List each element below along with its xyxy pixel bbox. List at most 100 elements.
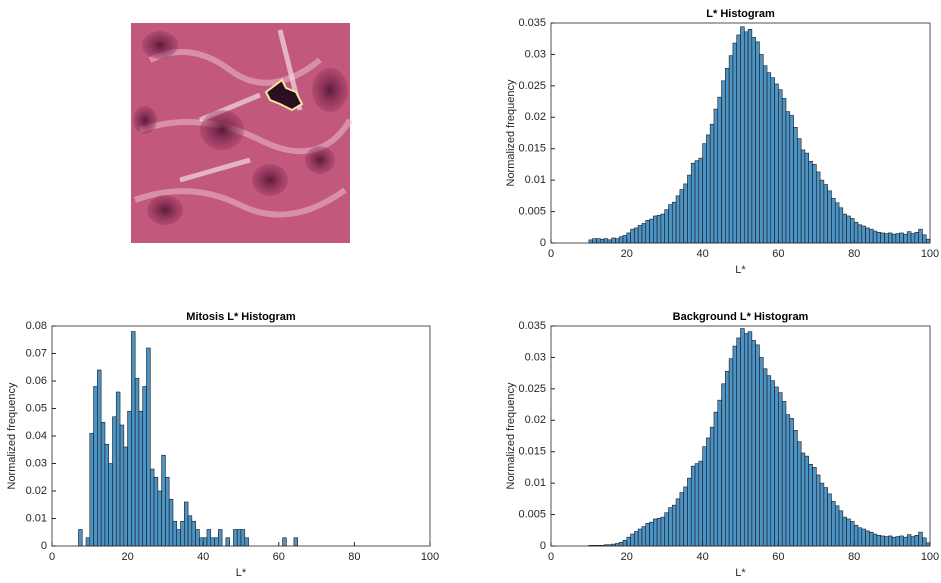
bar <box>138 410 144 547</box>
bar <box>755 41 760 244</box>
bar <box>168 498 174 547</box>
bar <box>903 536 908 547</box>
bar <box>808 160 813 244</box>
bar <box>653 215 658 244</box>
x-tick-label: 0 <box>49 551 55 563</box>
bar <box>656 518 662 547</box>
bar <box>846 518 851 547</box>
y-tick-label: 0.05 <box>26 402 47 414</box>
bar <box>649 521 654 547</box>
bar <box>645 220 650 244</box>
y-axis-label: Normalized frequency <box>505 79 517 186</box>
x-tick-label: 80 <box>848 551 860 563</box>
bar <box>717 399 722 547</box>
bar <box>634 227 639 244</box>
bar <box>596 238 601 244</box>
bar <box>607 239 612 244</box>
bar <box>713 108 719 244</box>
bar <box>922 537 927 547</box>
bar <box>671 504 677 547</box>
y-axis-label: Normalized frequency <box>505 382 517 489</box>
bar <box>831 198 836 244</box>
bar <box>850 521 855 547</box>
bar <box>210 537 215 547</box>
bar <box>861 225 866 244</box>
x-tick-label: 20 <box>121 551 133 563</box>
bar <box>895 536 900 547</box>
bar <box>785 414 791 547</box>
y-axis-label: Normalized frequency <box>6 382 18 489</box>
x-tick-label: 60 <box>772 248 784 260</box>
bar <box>282 537 287 547</box>
x-tick-label: 0 <box>548 248 554 260</box>
bar <box>694 160 700 244</box>
bar <box>233 529 238 547</box>
bar <box>872 533 878 547</box>
bar <box>819 179 825 244</box>
x-tick-label: 60 <box>273 551 285 563</box>
bar <box>891 536 897 547</box>
bar <box>618 541 624 547</box>
bar <box>97 369 102 547</box>
bar <box>846 215 851 244</box>
bar <box>641 223 647 244</box>
bar <box>721 383 726 547</box>
bar <box>812 467 817 547</box>
bar <box>687 174 692 244</box>
bar <box>93 386 98 547</box>
axes-box <box>550 22 931 244</box>
bar <box>922 234 927 244</box>
bar <box>899 232 904 244</box>
x-tick-label: 100 <box>921 248 939 260</box>
bar <box>842 213 847 244</box>
bar <box>880 535 885 547</box>
bar <box>766 375 772 547</box>
bar <box>149 468 155 547</box>
bar <box>671 201 677 244</box>
y-tick-label: 0.03 <box>525 351 546 363</box>
bar <box>668 204 673 244</box>
y-tick-label: 0.02 <box>26 485 47 497</box>
x-axis-label: L* <box>735 264 746 276</box>
bar <box>823 487 828 547</box>
bar <box>191 520 196 547</box>
bar <box>626 536 631 547</box>
bar <box>698 460 703 547</box>
bar <box>899 535 904 547</box>
y-tick-label: 0.025 <box>518 80 546 92</box>
bar <box>611 237 616 244</box>
y-tick-label: 0.035 <box>518 17 546 29</box>
y-tick-label: 0.07 <box>26 347 47 359</box>
bar <box>815 171 821 244</box>
bar <box>157 490 162 547</box>
x-tick-label: 100 <box>421 551 439 563</box>
bar <box>762 65 768 244</box>
bar <box>698 157 703 244</box>
bar <box>85 537 91 547</box>
y-tick-label: 0.03 <box>525 48 546 60</box>
y-tick-label: 0.02 <box>525 111 546 123</box>
bar <box>789 418 794 547</box>
bar <box>857 224 863 244</box>
bar <box>240 529 246 547</box>
bar <box>850 218 855 244</box>
chart-title: L* Histogram <box>706 8 775 20</box>
bar <box>925 238 931 244</box>
y-tick-label: 0.005 <box>518 508 546 520</box>
bar <box>732 42 738 244</box>
bar <box>206 529 212 547</box>
bar <box>123 446 128 547</box>
bar <box>736 34 741 244</box>
bar <box>649 218 654 244</box>
bar <box>759 357 764 547</box>
bar <box>645 523 650 547</box>
bar <box>176 529 181 547</box>
bar <box>588 239 593 244</box>
bar <box>119 424 125 547</box>
bar <box>100 421 106 547</box>
bar <box>819 482 825 547</box>
bar <box>831 501 836 547</box>
bar <box>732 345 738 547</box>
bar <box>146 347 151 547</box>
bar <box>838 207 844 244</box>
